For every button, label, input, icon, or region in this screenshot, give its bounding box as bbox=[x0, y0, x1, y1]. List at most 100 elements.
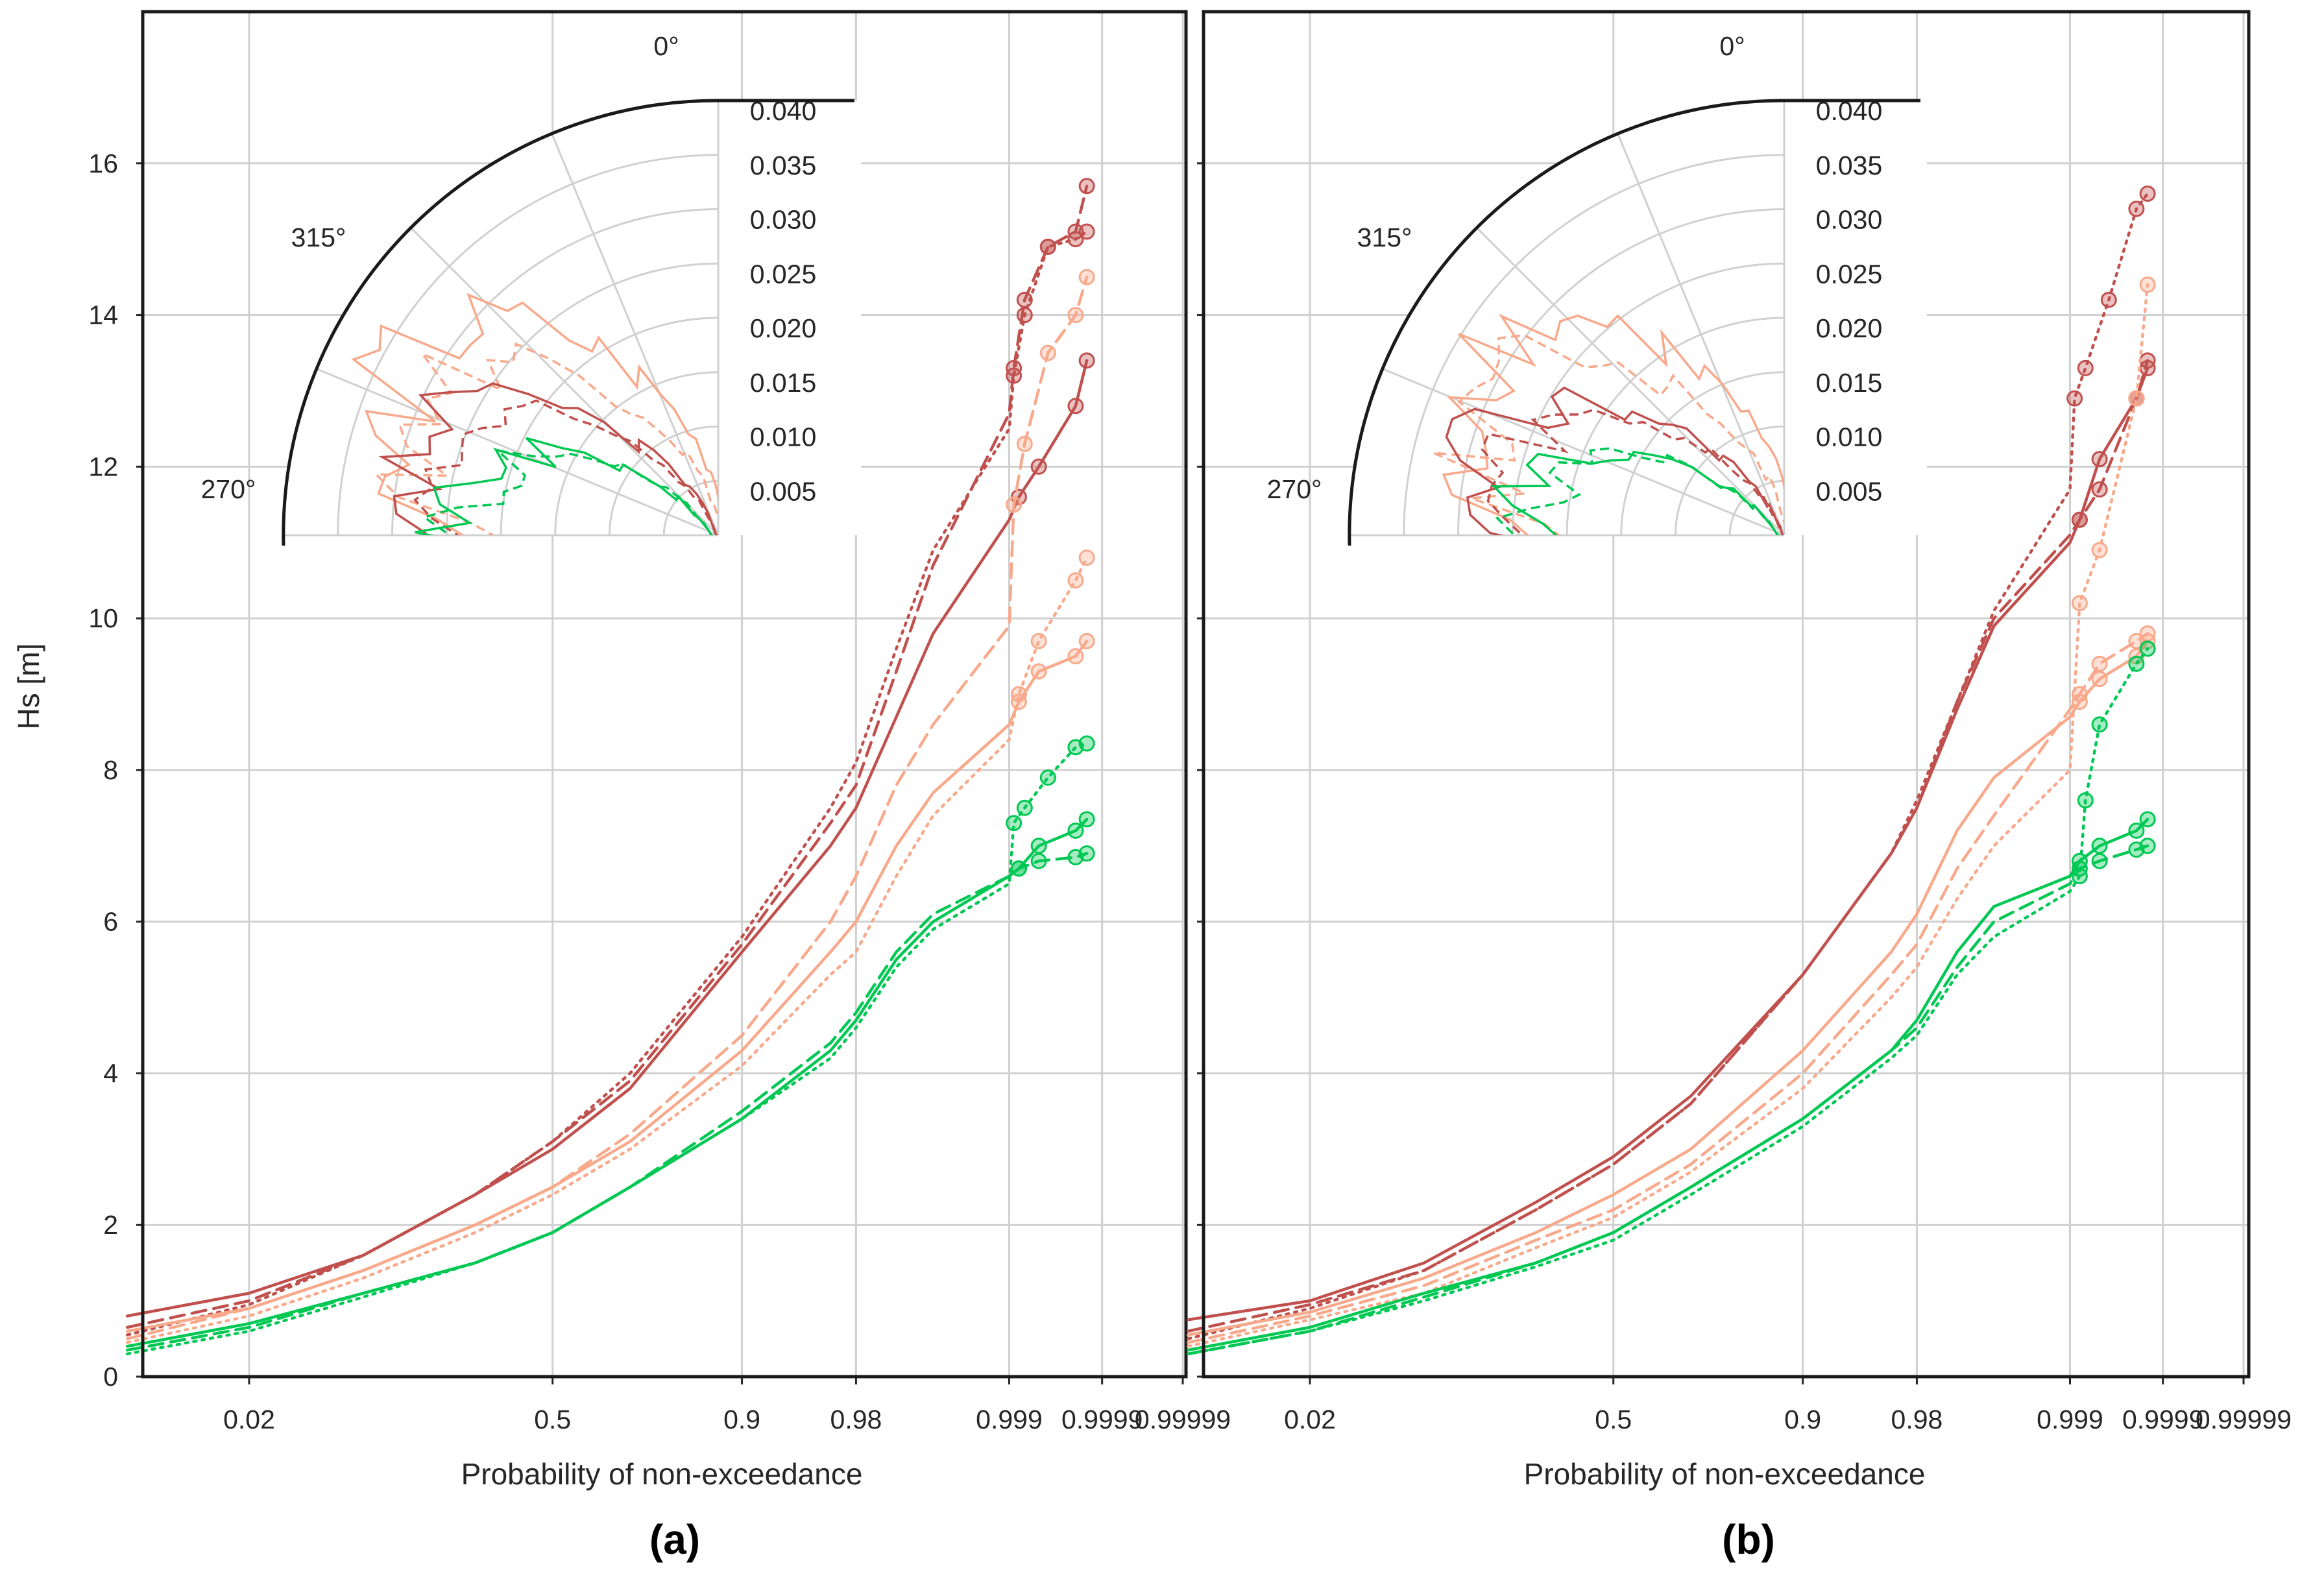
tail-marker bbox=[1078, 549, 1095, 566]
tail-marker bbox=[2091, 716, 2108, 733]
tail-marker bbox=[2066, 390, 2083, 407]
tail-marker bbox=[2071, 595, 2088, 612]
polar-r-tick-label: 0.020 bbox=[1816, 313, 1883, 343]
polar-r-tick-label: 0.035 bbox=[1816, 151, 1883, 180]
tail-marker bbox=[1067, 648, 1084, 665]
tail-marker bbox=[2139, 186, 2156, 202]
tail-marker bbox=[1010, 686, 1027, 703]
polar-rose-line bbox=[351, 293, 718, 535]
x-tick-label: 0.999 bbox=[2037, 1405, 2103, 1434]
polar-r-tick-label: 0.015 bbox=[750, 368, 817, 398]
polar-theta-label: 0° bbox=[1719, 31, 1745, 61]
polar-roses bbox=[351, 293, 718, 535]
series-line bbox=[1186, 283, 2149, 1348]
series-line bbox=[125, 275, 1089, 1340]
tail-marker bbox=[1030, 633, 1047, 649]
plot-frame bbox=[141, 10, 1188, 1379]
series-line bbox=[1186, 192, 2149, 1340]
polar-theta-label: 0° bbox=[653, 31, 679, 61]
x-tick-label: 0.9999 bbox=[1061, 1405, 1143, 1434]
tail-marker bbox=[2139, 625, 2156, 642]
tail-marker bbox=[1016, 307, 1033, 324]
tail-marker bbox=[1067, 231, 1084, 248]
tail-marker bbox=[1039, 769, 1056, 786]
y-tick-label: 16 bbox=[88, 149, 118, 178]
tail-marker bbox=[2128, 822, 2145, 839]
tail-marker bbox=[2077, 792, 2094, 809]
tail-marker bbox=[2128, 390, 2145, 407]
tail-marker bbox=[1039, 344, 1056, 361]
polar-r-tick-label: 0.005 bbox=[1816, 476, 1883, 506]
polar-r-tick-label: 0.035 bbox=[750, 151, 817, 180]
polar-theta-label: 270° bbox=[1267, 474, 1322, 504]
polar-rose-line bbox=[1495, 447, 1784, 535]
polar-roses bbox=[1433, 313, 1784, 535]
tail-marker bbox=[1016, 799, 1033, 816]
polar-rose-line bbox=[1433, 333, 1784, 535]
tail-marker bbox=[1006, 815, 1023, 832]
tail-marker bbox=[2139, 811, 2156, 828]
polar-rose-line bbox=[373, 342, 718, 535]
series-line bbox=[1186, 844, 2149, 1356]
polar-theta-label: 315° bbox=[291, 223, 346, 252]
plot-frame bbox=[1202, 10, 2251, 1379]
y-tick-label: 4 bbox=[103, 1058, 118, 1088]
x-tick-label: 0.9 bbox=[1784, 1405, 1821, 1434]
polar-r-tick-label: 0.005 bbox=[750, 476, 817, 506]
tail-marker bbox=[1067, 398, 1084, 415]
y-tick-label: 8 bbox=[103, 755, 118, 785]
tail-marker bbox=[2139, 838, 2156, 854]
tail-marker bbox=[2091, 451, 2108, 468]
polar-r-tick-label: 0.015 bbox=[1816, 368, 1883, 398]
y-tick-label: 6 bbox=[103, 907, 118, 937]
tail-marker bbox=[1067, 822, 1084, 839]
polar-spoke bbox=[1617, 133, 1785, 536]
tail-marker bbox=[1030, 458, 1047, 475]
tail-marker bbox=[1067, 572, 1084, 589]
tail-marker bbox=[2128, 633, 2145, 649]
panel-label-b: (b) bbox=[1722, 1516, 1775, 1563]
tail-marker bbox=[1010, 860, 1027, 877]
tail-marker bbox=[1078, 178, 1095, 195]
series-line bbox=[125, 639, 1089, 1333]
series-line bbox=[125, 230, 1089, 1336]
tail-marker bbox=[1067, 307, 1084, 324]
tail-marker bbox=[1078, 352, 1095, 369]
polar-rose-line bbox=[378, 382, 718, 535]
polar-spoke bbox=[316, 368, 719, 537]
inset-polar: 0.0050.0100.0150.0200.0250.0300.0350.040… bbox=[1267, 31, 1927, 546]
x-tick-label: 0.5 bbox=[534, 1405, 571, 1434]
tail-marker bbox=[1078, 811, 1095, 828]
y-tick-label: 2 bbox=[103, 1210, 118, 1240]
series-line bbox=[125, 852, 1089, 1352]
x-tick-label: 0.98 bbox=[1891, 1405, 1943, 1434]
tail-marker bbox=[1078, 845, 1095, 862]
tail-marker bbox=[1030, 663, 1047, 680]
x-tick-label: 0.98 bbox=[830, 1405, 882, 1434]
series-line bbox=[1186, 359, 2149, 1333]
tail-marker bbox=[2139, 352, 2156, 369]
x-axis-label-a: Probability of non-exceedance bbox=[461, 1457, 863, 1491]
polar-theta-label: 270° bbox=[201, 474, 256, 504]
tail-marker bbox=[2071, 686, 2088, 703]
polar-spoke bbox=[410, 227, 720, 537]
tail-marker bbox=[1030, 838, 1047, 854]
inset-polar: 0.0050.0100.0150.0200.0250.0300.0350.040… bbox=[201, 31, 861, 546]
tail-marker bbox=[2091, 838, 2108, 854]
y-tick-label: 0 bbox=[103, 1362, 118, 1392]
tail-marker bbox=[1078, 735, 1095, 752]
tail-marker bbox=[2091, 852, 2108, 869]
tail-marker bbox=[1078, 633, 1095, 649]
polar-r-tick-label: 0.020 bbox=[750, 313, 817, 343]
y-tick-label: 14 bbox=[88, 300, 118, 330]
polar-spoke bbox=[551, 133, 720, 536]
series-line bbox=[1186, 639, 2149, 1336]
polar-theta-label: 315° bbox=[1357, 223, 1412, 252]
tail-marker bbox=[2091, 542, 2108, 559]
series-line bbox=[1186, 647, 2149, 1356]
tail-marker bbox=[2071, 511, 2088, 528]
polar-rose-line bbox=[1442, 313, 1784, 535]
tail-marker bbox=[2071, 868, 2088, 884]
